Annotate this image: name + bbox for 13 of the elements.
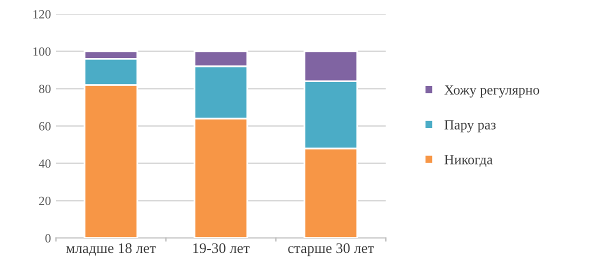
y-tick-label: 0 (45, 234, 51, 242)
x-tick-label: младше 18 лет (66, 243, 156, 256)
y-tick-label: 60 (39, 122, 51, 130)
y-tick-label: 40 (38, 159, 51, 168)
legend-label: Пару раз (444, 120, 496, 132)
y-tick-label: 120 (33, 10, 51, 18)
legend-label: Никогда (444, 155, 493, 167)
x-tick-label: старше 30 лет (288, 243, 374, 256)
x-tick-label: 19-30 лет (193, 243, 250, 254)
y-tick-label: 20 (39, 196, 51, 206)
legend-label: Хожу регулярно (444, 85, 540, 98)
y-tick-label: 80 (39, 84, 51, 94)
y-tick-label: 100 (33, 47, 51, 56)
